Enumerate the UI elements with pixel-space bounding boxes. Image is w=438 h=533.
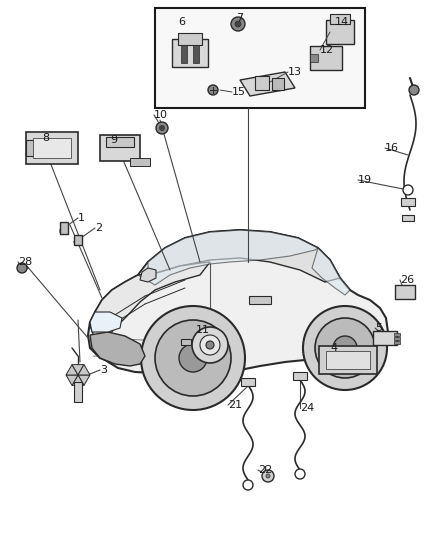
Bar — [272, 78, 284, 90]
Circle shape — [235, 21, 241, 27]
Bar — [181, 45, 187, 63]
Text: 14: 14 — [335, 17, 349, 27]
Text: 16: 16 — [385, 143, 399, 153]
Text: 1: 1 — [78, 213, 85, 223]
Circle shape — [155, 320, 231, 396]
Circle shape — [315, 318, 375, 378]
Polygon shape — [88, 230, 388, 383]
Polygon shape — [90, 312, 122, 332]
Text: 28: 28 — [18, 257, 32, 267]
Text: 22: 22 — [258, 465, 272, 475]
Bar — [74, 235, 82, 245]
Circle shape — [208, 85, 218, 95]
Polygon shape — [66, 365, 78, 375]
Circle shape — [262, 470, 274, 482]
Bar — [319, 346, 377, 374]
Text: 4: 4 — [330, 343, 337, 353]
Bar — [106, 137, 134, 147]
Text: 5: 5 — [375, 323, 382, 333]
Bar — [255, 76, 269, 90]
Polygon shape — [72, 375, 84, 385]
Bar — [172, 39, 208, 67]
Bar — [401, 198, 415, 206]
Bar — [330, 14, 350, 24]
Bar — [394, 333, 400, 335]
Bar — [74, 382, 82, 402]
Bar — [33, 138, 71, 158]
Bar — [26, 140, 34, 156]
Circle shape — [266, 474, 270, 478]
Bar — [26, 132, 78, 164]
Bar — [241, 378, 255, 386]
Circle shape — [200, 335, 220, 355]
Circle shape — [206, 341, 214, 349]
Circle shape — [333, 336, 357, 360]
Bar — [193, 45, 199, 63]
Bar — [402, 215, 414, 221]
Bar — [100, 135, 140, 161]
Circle shape — [179, 344, 207, 372]
Text: 10: 10 — [154, 110, 168, 120]
Polygon shape — [140, 268, 156, 282]
Polygon shape — [72, 365, 84, 375]
Circle shape — [303, 306, 387, 390]
Text: 8: 8 — [42, 133, 49, 143]
Polygon shape — [138, 230, 318, 285]
Bar — [394, 341, 400, 343]
Text: 3: 3 — [100, 365, 107, 375]
Text: 21: 21 — [228, 400, 242, 410]
Text: 7: 7 — [236, 13, 243, 23]
Polygon shape — [78, 375, 90, 385]
Polygon shape — [90, 332, 145, 366]
Bar — [394, 336, 400, 340]
Polygon shape — [90, 262, 210, 340]
Text: 24: 24 — [300, 403, 314, 413]
Bar — [310, 46, 342, 70]
Bar — [60, 222, 68, 234]
Bar — [310, 54, 318, 62]
Polygon shape — [138, 230, 340, 282]
Circle shape — [409, 85, 419, 95]
Circle shape — [403, 185, 413, 195]
Circle shape — [159, 125, 165, 131]
Bar — [373, 331, 397, 345]
Bar — [395, 285, 415, 299]
Text: 26: 26 — [400, 275, 414, 285]
Text: 19: 19 — [358, 175, 372, 185]
Bar — [130, 158, 150, 166]
Bar — [155, 8, 365, 108]
Polygon shape — [240, 72, 295, 96]
Circle shape — [156, 122, 168, 134]
Text: 12: 12 — [320, 45, 334, 55]
Text: 2: 2 — [95, 223, 102, 233]
Bar — [249, 296, 271, 304]
Circle shape — [243, 480, 253, 490]
Text: 15: 15 — [232, 87, 246, 97]
Circle shape — [141, 306, 245, 410]
Circle shape — [17, 263, 27, 273]
Polygon shape — [66, 375, 78, 385]
Text: 6: 6 — [178, 17, 185, 27]
Circle shape — [192, 327, 228, 363]
Bar — [326, 20, 354, 44]
Bar — [293, 372, 307, 380]
Polygon shape — [312, 248, 350, 295]
Text: 11: 11 — [196, 325, 210, 335]
Polygon shape — [78, 365, 90, 375]
Bar — [326, 351, 370, 369]
Text: 9: 9 — [110, 135, 117, 145]
Bar — [181, 339, 191, 345]
Text: 13: 13 — [288, 67, 302, 77]
Bar — [178, 33, 202, 45]
Circle shape — [231, 17, 245, 31]
Circle shape — [295, 469, 305, 479]
